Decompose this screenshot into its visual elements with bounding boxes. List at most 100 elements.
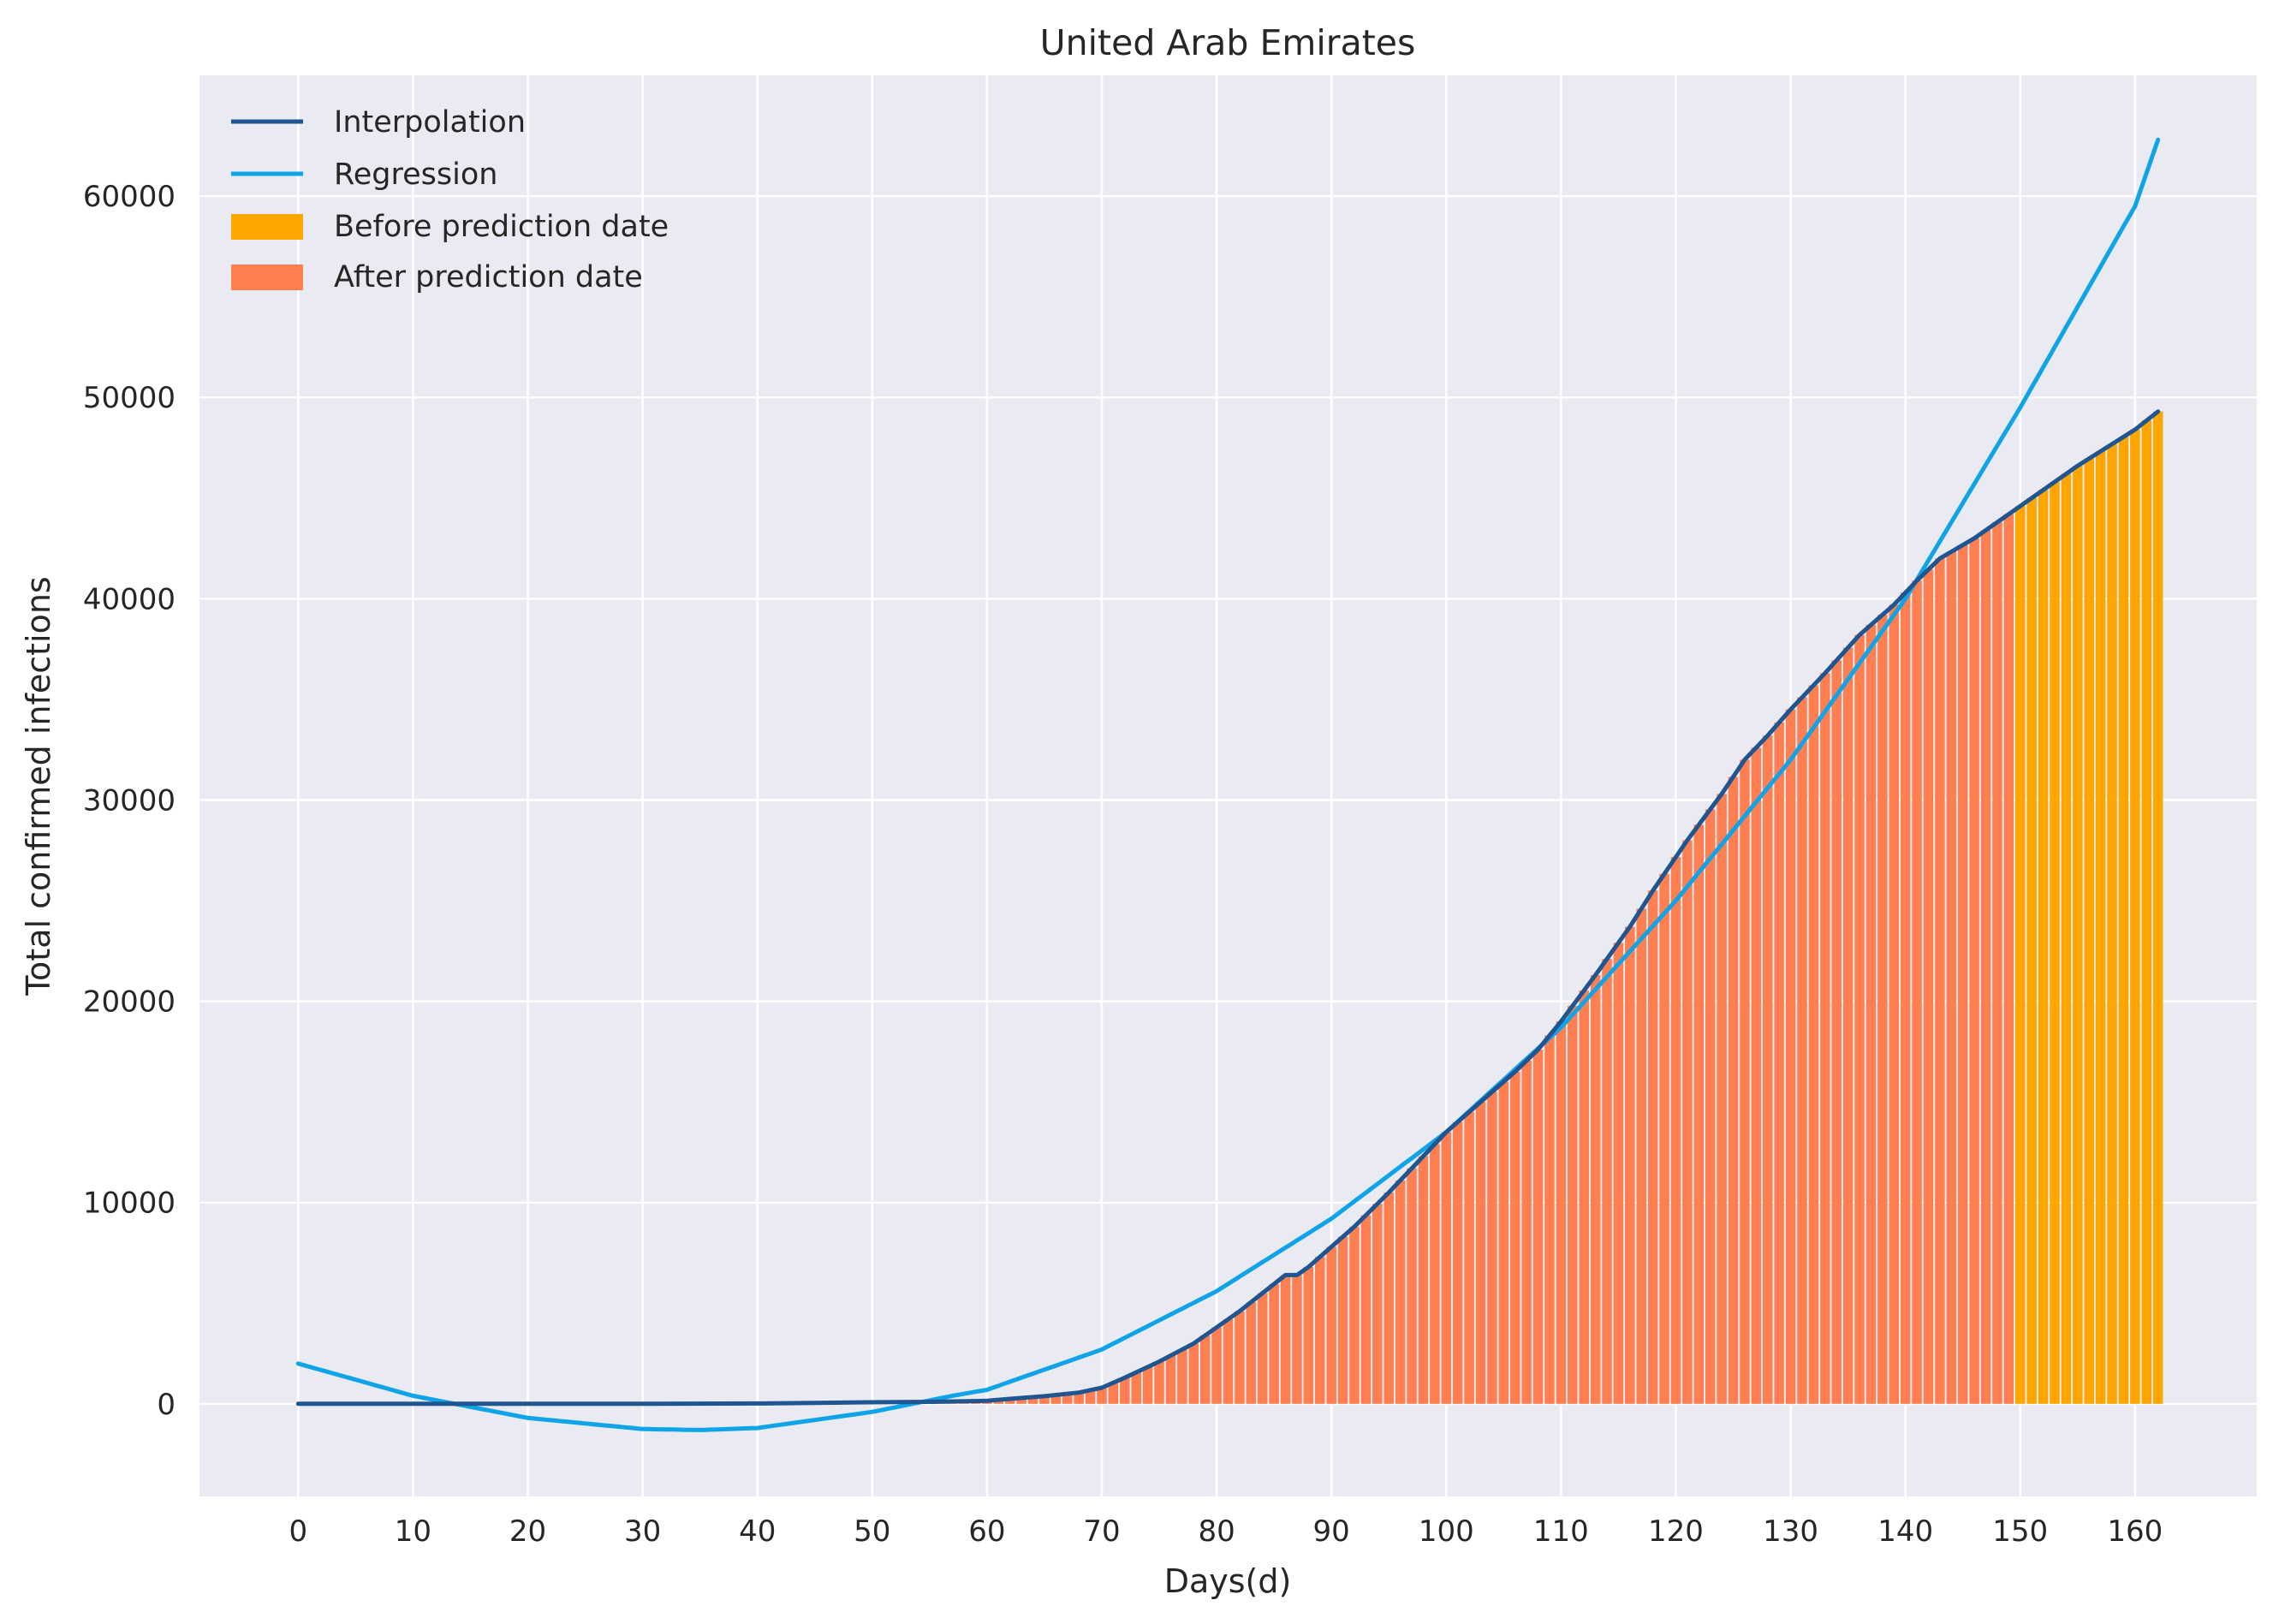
bar-before-prediction [2107,443,2117,1404]
bar-after-prediction [1544,1035,1555,1404]
bar-after-prediction [1842,647,1854,1404]
bar-after-prediction [1579,990,1589,1404]
bar-after-prediction [1992,521,2002,1404]
bar-after-prediction [1613,943,1624,1404]
bar-after-prediction [1142,1366,1153,1404]
x-tick-label: 120 [1648,1514,1704,1549]
bar-before-prediction [2152,411,2163,1404]
bar-after-prediction [1039,1395,1050,1404]
bar-before-prediction [2026,497,2037,1404]
y-tick-label: 20000 [83,985,176,1020]
bar-after-prediction [1199,1335,1211,1404]
bar-before-prediction [2038,490,2049,1404]
y-tick-label: 50000 [83,381,176,415]
bar-after-prediction [1808,685,1819,1404]
bar-after-prediction [1602,959,1612,1404]
bar-after-prediction [1728,776,1739,1404]
x-tick-label: 160 [2107,1514,2163,1549]
bar-after-prediction [1131,1372,1141,1404]
y-tick-label: 60000 [83,180,176,214]
bar-after-prediction [1269,1283,1279,1404]
bar-after-prediction [1877,615,1888,1404]
bar-after-prediction [1969,538,1979,1404]
series-lines [295,137,2161,1432]
legend-label-interpolation: Interpolation [334,105,526,140]
bar-after-prediction [1957,544,1968,1404]
bar-after-prediction [1430,1144,1440,1404]
bar-after-prediction [1280,1275,1291,1404]
legend-swatch-before-prediction [231,214,303,240]
bar-before-prediction [2014,506,2026,1404]
bar-after-prediction [1487,1092,1497,1404]
legend-label-before-prediction: Before prediction date [334,210,669,244]
x-tick-label: 80 [1198,1514,1235,1549]
bar-after-prediction [1223,1319,1234,1404]
bar-after-prediction [1682,840,1693,1404]
legend-swatch-after-prediction [231,265,303,290]
x-tick-label: 10 [395,1514,431,1549]
bar-after-prediction [1235,1311,1245,1404]
bar-after-prediction [1372,1204,1383,1404]
bar-after-prediction [1946,551,1957,1404]
bar-before-prediction [2084,458,2094,1404]
bar-after-prediction [1532,1050,1544,1404]
bar-before-prediction [2095,451,2106,1404]
x-tick-label: 150 [1992,1514,2048,1549]
bar-after-prediction [1027,1396,1038,1404]
bar-after-prediction [1670,857,1681,1404]
bar-after-prediction [1337,1236,1348,1404]
x-tick-label: 140 [1877,1514,1933,1549]
bar-after-prediction [1004,1398,1015,1404]
chart-title: United Arab Emirates [1040,22,1416,63]
bar-before-prediction [2073,466,2083,1404]
bar-before-prediction [2061,473,2072,1404]
bar-after-prediction [1326,1246,1336,1404]
bar-after-prediction [1556,1021,1567,1404]
bar-after-prediction [1475,1102,1486,1404]
x-tick-label: 110 [1533,1514,1589,1549]
bar-after-prediction [1785,709,1796,1404]
regression-line [295,137,2161,1432]
bar-after-prediction [1464,1111,1474,1404]
bar-after-prediction [1383,1192,1395,1404]
bar-after-prediction [1016,1397,1026,1404]
legend: Interpolation Regression Before predicti… [231,105,669,294]
x-tick-label: 60 [968,1514,1005,1549]
bar-after-prediction [1407,1168,1417,1404]
bar-after-prediction [1912,580,1922,1404]
y-tick-labels: 0 10000 20000 30000 40000 50000 60000 [83,180,176,1422]
bar-after-prediction [1820,673,1830,1404]
x-axis-title: Days(d) [1164,1562,1292,1600]
y-tick-label: 10000 [83,1187,176,1221]
bar-after-prediction [1854,634,1865,1404]
bar-after-prediction [1452,1121,1463,1404]
bar-after-prediction [1831,660,1842,1404]
x-tick-label: 0 [289,1514,308,1549]
bar-after-prediction [1120,1377,1130,1404]
bar-after-prediction [1751,747,1762,1404]
bar-after-prediction [1395,1180,1406,1404]
legend-label-after-prediction: After prediction date [334,260,643,294]
bar-after-prediction [1797,697,1807,1404]
bar-after-prediction [1050,1395,1062,1404]
x-tick-labels: 0 10 20 30 40 50 60 70 80 90 100 110 120 130 140 150 160 [289,1514,2163,1549]
bar-before-prediction [2050,481,2060,1404]
bar-after-prediction [1108,1383,1119,1404]
x-tick-label: 130 [1763,1514,1818,1549]
bar-after-prediction [1257,1293,1268,1404]
bar-after-prediction [1349,1226,1360,1404]
x-tick-label: 100 [1419,1514,1474,1549]
bar-after-prediction [1647,890,1658,1404]
bar-after-prediction [1865,624,1877,1404]
bar-after-prediction [2003,514,2014,1404]
y-tick-label: 0 [157,1388,176,1422]
bar-after-prediction [1246,1302,1257,1404]
bar-after-prediction [1693,824,1705,1404]
bar-after-prediction [1659,873,1669,1404]
bar-after-prediction [1085,1389,1096,1404]
bar-after-prediction [1590,975,1601,1404]
bar-after-prediction [1303,1266,1314,1404]
bar-after-prediction [1360,1215,1372,1404]
x-tick-label: 30 [624,1514,661,1549]
